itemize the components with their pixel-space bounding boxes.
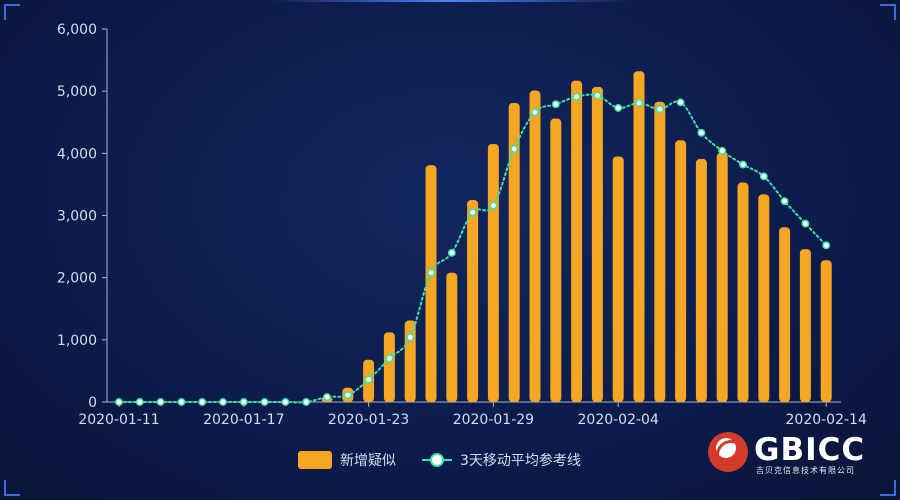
legend-item-line[interactable]: 3天移动平均参考线 bbox=[422, 450, 581, 470]
bar bbox=[716, 152, 728, 402]
line-point bbox=[219, 398, 227, 406]
bar bbox=[820, 260, 832, 402]
line-point bbox=[468, 208, 477, 217]
line-point bbox=[343, 391, 352, 400]
line-point bbox=[156, 398, 165, 406]
line-point bbox=[260, 398, 269, 406]
frame-corner bbox=[880, 4, 896, 20]
line-point bbox=[531, 108, 539, 117]
line-point bbox=[593, 91, 602, 100]
y-tick-label: 4,000 bbox=[57, 146, 97, 162]
legend-bar-label: 新增疑似 bbox=[340, 453, 396, 469]
line-point bbox=[510, 145, 519, 153]
logo-name: GBICC bbox=[754, 432, 866, 468]
bar bbox=[799, 249, 811, 402]
y-tick-label: 6,000 bbox=[57, 22, 97, 38]
bar bbox=[695, 158, 707, 402]
y-tick-label: 3,000 bbox=[57, 209, 97, 225]
moving-average-line bbox=[118, 93, 828, 404]
bar bbox=[675, 140, 687, 403]
legend-bar-swatch bbox=[298, 451, 332, 469]
bar bbox=[550, 118, 562, 403]
frame-top-accent bbox=[270, 0, 630, 2]
line-point bbox=[447, 248, 456, 257]
line-point bbox=[135, 398, 144, 406]
line-point bbox=[177, 398, 186, 406]
frame-corner bbox=[880, 480, 896, 496]
legend-line-swatch bbox=[422, 451, 452, 469]
frame-corner bbox=[4, 480, 20, 496]
line-point bbox=[323, 393, 331, 401]
line-point bbox=[198, 398, 207, 406]
line-point bbox=[427, 268, 435, 277]
bar bbox=[758, 194, 770, 402]
bar bbox=[508, 102, 520, 402]
line-point bbox=[364, 375, 373, 384]
company-logo: GBICC 吉贝克信息技术有限公司 bbox=[708, 430, 880, 478]
line-point bbox=[239, 398, 248, 406]
line-point bbox=[676, 98, 685, 107]
legend-line-label: 3天移动平均参考线 bbox=[460, 453, 581, 469]
x-tick-label: 2020-02-04 bbox=[578, 412, 659, 428]
line-point bbox=[115, 398, 123, 406]
bar bbox=[467, 199, 479, 402]
x-tick-label: 2020-02-14 bbox=[786, 412, 867, 428]
bar bbox=[404, 320, 416, 402]
line-point bbox=[406, 333, 415, 342]
line-point bbox=[697, 128, 706, 137]
x-axis: 2020-01-11 2020-01-17 2020-01-23 2020-01-29… bbox=[78, 401, 867, 428]
line-point bbox=[489, 201, 498, 210]
bar bbox=[446, 272, 458, 402]
bar bbox=[425, 165, 437, 402]
x-tick-label: 2020-01-29 bbox=[453, 412, 534, 428]
bar bbox=[383, 332, 395, 402]
logo-mark-icon bbox=[708, 432, 748, 472]
line-point bbox=[655, 105, 664, 114]
frame-corner bbox=[4, 4, 20, 20]
bar bbox=[591, 86, 603, 402]
x-tick-label: 2020-01-11 bbox=[78, 412, 159, 428]
x-tick-label: 2020-01-17 bbox=[203, 412, 284, 428]
line-series bbox=[115, 91, 831, 406]
line-point bbox=[385, 354, 394, 363]
line-point bbox=[759, 172, 768, 181]
line-point bbox=[739, 160, 747, 169]
y-axis: 0 1,000 2,000 3,000 4,000 5,000 6,000 bbox=[57, 22, 108, 411]
y-tick-label: 0 bbox=[88, 395, 97, 411]
line-point bbox=[801, 219, 810, 228]
bar bbox=[779, 227, 791, 402]
line-point bbox=[302, 398, 311, 406]
line-point bbox=[572, 92, 581, 101]
y-tick-label: 5,000 bbox=[57, 84, 97, 100]
bar bbox=[633, 71, 645, 403]
x-tick-label: 2020-01-23 bbox=[328, 412, 409, 428]
line-point bbox=[780, 197, 789, 206]
line-point bbox=[822, 241, 831, 250]
line-point bbox=[635, 99, 643, 107]
bar bbox=[529, 90, 541, 403]
bar bbox=[487, 144, 499, 402]
bar bbox=[737, 182, 749, 402]
chart-legend: 新增疑似 3天移动平均参考线 bbox=[298, 448, 581, 472]
y-tick-label: 1,000 bbox=[57, 333, 97, 349]
line-point bbox=[718, 146, 727, 155]
legend-item-bar[interactable]: 新增疑似 bbox=[298, 450, 396, 470]
bar bbox=[612, 156, 624, 402]
line-point bbox=[281, 398, 290, 406]
line-point bbox=[551, 100, 560, 109]
bar bbox=[571, 80, 583, 403]
logo-subtitle: 吉贝克信息技术有限公司 bbox=[756, 466, 855, 475]
y-tick-label: 2,000 bbox=[57, 271, 97, 287]
bar bbox=[654, 101, 666, 403]
line-point bbox=[614, 104, 623, 112]
